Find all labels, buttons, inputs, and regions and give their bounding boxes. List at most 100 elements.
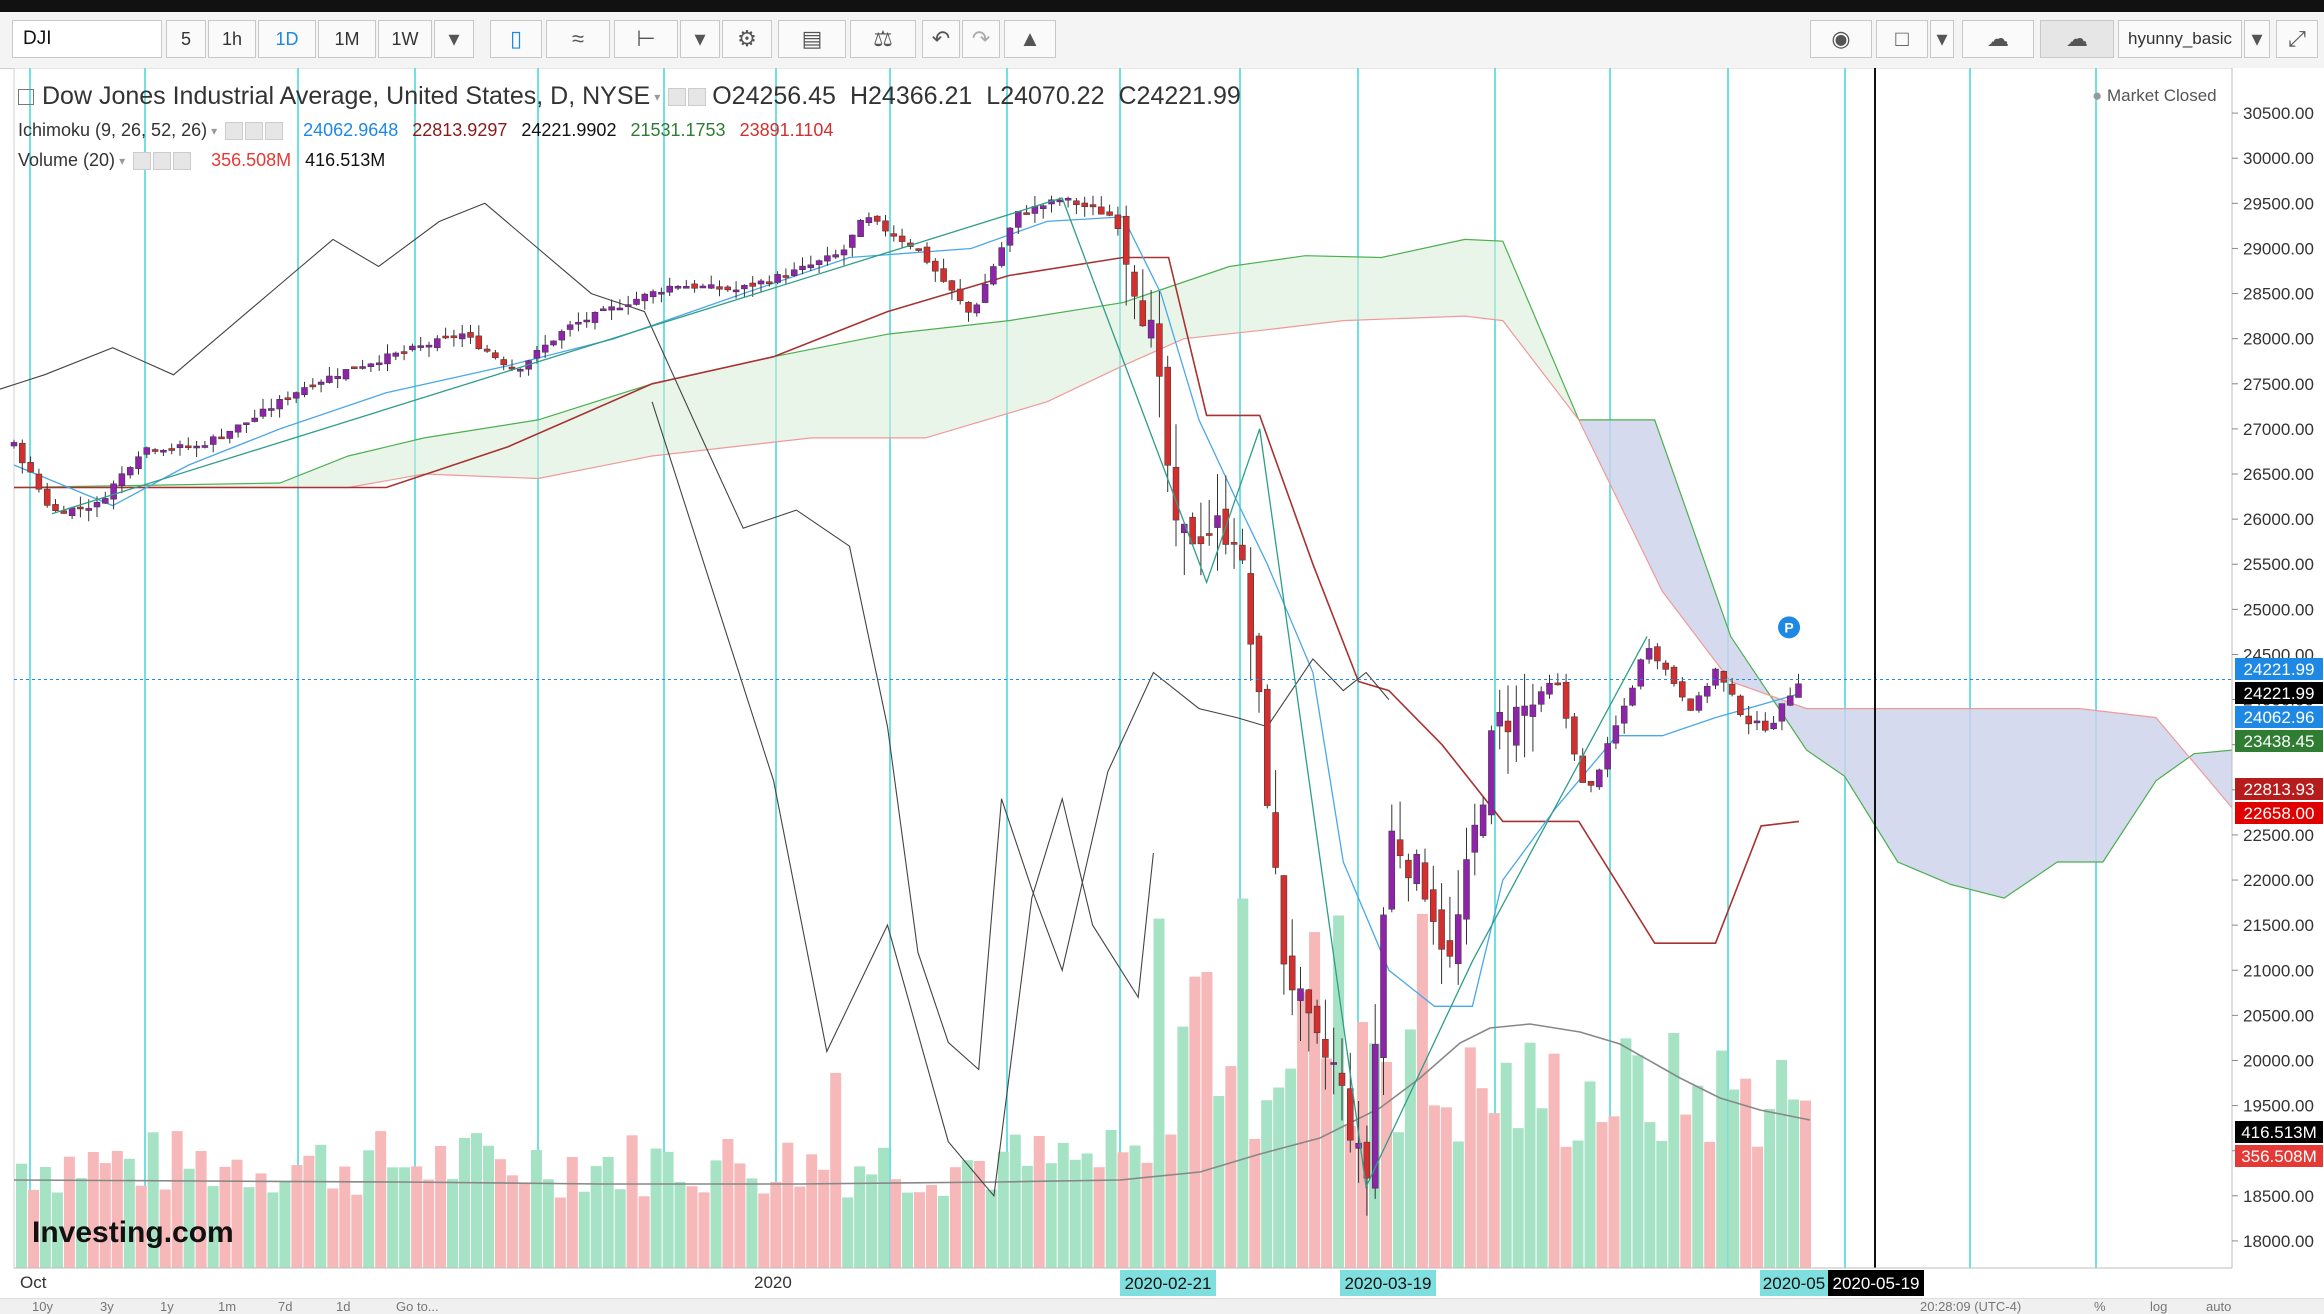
gear-icon[interactable]: ⚙ <box>722 20 772 58</box>
candle-body-114 <box>956 288 964 302</box>
range-10y-button[interactable]: 10y <box>32 1299 53 1314</box>
volume-bar <box>351 1194 363 1268</box>
user-chevron-down-icon[interactable]: ▾ <box>2244 20 2270 58</box>
interval-1h-button[interactable]: 1h <box>208 20 256 58</box>
candle-body-104 <box>873 215 881 222</box>
ichimoku-settings-icon[interactable] <box>245 121 264 140</box>
ichimoku-eye-icon[interactable] <box>225 121 244 140</box>
candle-body-19 <box>168 448 175 451</box>
close-value: 24221.99 <box>1136 82 1241 110</box>
volume-bar <box>1201 972 1213 1268</box>
candle-body-52 <box>442 335 449 339</box>
candle-body-70 <box>591 312 599 323</box>
legend-collapse-icon[interactable] <box>18 88 34 105</box>
percent-toggle[interactable]: % <box>2094 1299 2106 1314</box>
indicators-icon[interactable]: ▤ <box>778 20 846 58</box>
goto-button[interactable]: Go to... <box>396 1299 439 1314</box>
price-tick-label-5: 28000.00 <box>2243 330 2314 349</box>
cloud-download-icon[interactable]: ☁ <box>1962 20 2034 58</box>
camera-icon[interactable]: ◉ <box>1810 20 1872 58</box>
volume-bar <box>926 1185 937 1268</box>
candles-icon[interactable]: ▯ <box>490 20 542 58</box>
volume-bar <box>1716 1050 1728 1268</box>
candle-body-20 <box>176 444 184 449</box>
volume-bar <box>1309 932 1321 1268</box>
candle-body-74 <box>624 304 632 307</box>
chevron-down-icon[interactable]: ▾ <box>434 20 474 58</box>
range-7d-button[interactable]: 7d <box>278 1299 293 1314</box>
candle-body-113 <box>948 280 956 291</box>
interval-1w-button[interactable]: 1W <box>378 20 432 58</box>
volume-bar <box>734 1163 746 1268</box>
compare-icon[interactable]: ⚖ <box>850 20 916 58</box>
volume-bar <box>902 1192 913 1268</box>
volume-ma-value: 416.513M <box>305 150 386 170</box>
user-layout-button[interactable]: hyunny_basic <box>2118 20 2242 58</box>
candle-body-12 <box>110 483 117 500</box>
legend-caret-icon[interactable]: ▾ <box>654 89 661 104</box>
candle-body-89 <box>749 282 756 287</box>
redo-icon[interactable]: ↷ <box>962 20 1000 58</box>
range-1m-button[interactable]: 1m <box>218 1299 237 1314</box>
candle-body-24 <box>209 436 217 445</box>
candle-body-138 <box>1156 323 1163 377</box>
volume-settings-icon[interactable] <box>153 151 172 170</box>
cloud-upload-icon[interactable]: ☁ <box>2040 20 2114 58</box>
candle-body-82 <box>691 283 698 289</box>
candle-body-188 <box>1571 716 1578 755</box>
bar-style-icon[interactable]: ⊢ <box>614 20 678 58</box>
volume-bar <box>1285 1068 1297 1268</box>
candle-body-159 <box>1330 1062 1337 1065</box>
volume-bar <box>267 1192 279 1268</box>
interval-1m-button[interactable]: 1M <box>318 20 376 58</box>
price-chart[interactable]: P Investing.com 30500.00 30000.00 29500.00 2… <box>0 68 2324 1298</box>
eye-icon[interactable] <box>668 87 687 106</box>
candle-body-124 <box>1039 205 1047 209</box>
volume-caret-icon[interactable]: ▾ <box>119 153 126 168</box>
box-icon[interactable]: □ <box>1876 20 1928 58</box>
alert-icon[interactable]: ▲ <box>1004 20 1056 58</box>
range-1d-button[interactable]: 1d <box>336 1299 351 1314</box>
volume-bar <box>770 1181 782 1268</box>
candle-body-53 <box>450 335 458 339</box>
candle-body-143 <box>1197 536 1205 545</box>
candle-body-190 <box>1587 781 1595 786</box>
candle-body-22 <box>193 445 200 449</box>
ichimoku-close-icon[interactable] <box>265 121 284 140</box>
symbol-input[interactable]: DJI <box>12 20 162 58</box>
undo-icon[interactable]: ↶ <box>922 20 960 58</box>
volume-bar <box>1572 1140 1584 1268</box>
area-chart-icon[interactable]: ≈ <box>546 20 610 58</box>
candle-body-8 <box>77 506 84 510</box>
low-value: 24070.22 <box>1000 82 1105 110</box>
candle-body-197 <box>1645 648 1653 660</box>
candle-body-215 <box>1795 683 1802 698</box>
volume-bar <box>506 1175 518 1268</box>
time-highlight-0 <box>1120 1270 1216 1296</box>
interval-1d-button[interactable]: 1D <box>258 20 316 58</box>
volume-bar <box>1261 1100 1273 1268</box>
interval-5-button[interactable]: 5 <box>166 20 206 58</box>
box-chevron-down-icon[interactable]: ▾ <box>1930 20 1954 58</box>
volume-bar <box>28 1189 39 1268</box>
volume-eye-icon[interactable] <box>133 151 152 170</box>
time-axis: Oct 2020 2020-02-21 2020-03-19 2020-05 2020-0… <box>14 1267 2232 1296</box>
fullscreen-icon[interactable]: ⤢ <box>2276 20 2318 58</box>
candle-body-39 <box>334 376 341 379</box>
range-1y-button[interactable]: 1y <box>160 1299 174 1314</box>
window-top-bar <box>0 0 2324 12</box>
volume-close-icon[interactable] <box>173 151 192 170</box>
candle-body-2 <box>27 462 34 473</box>
ichimoku-caret-icon[interactable]: ▾ <box>211 123 218 138</box>
volume-bar <box>638 1196 650 1268</box>
volume-bar <box>327 1188 339 1268</box>
auto-toggle[interactable]: auto <box>2206 1299 2232 1314</box>
candle-body-65 <box>550 340 557 346</box>
bar-style-chevron-down-icon[interactable]: ▾ <box>680 20 720 58</box>
range-3y-button[interactable]: 3y <box>100 1299 114 1314</box>
candlesticks <box>10 195 1802 1216</box>
candle-body-135 <box>1131 271 1138 297</box>
settings-icon[interactable] <box>688 87 707 106</box>
candle-body-88 <box>741 285 748 290</box>
log-toggle[interactable]: log <box>2150 1299 2168 1314</box>
